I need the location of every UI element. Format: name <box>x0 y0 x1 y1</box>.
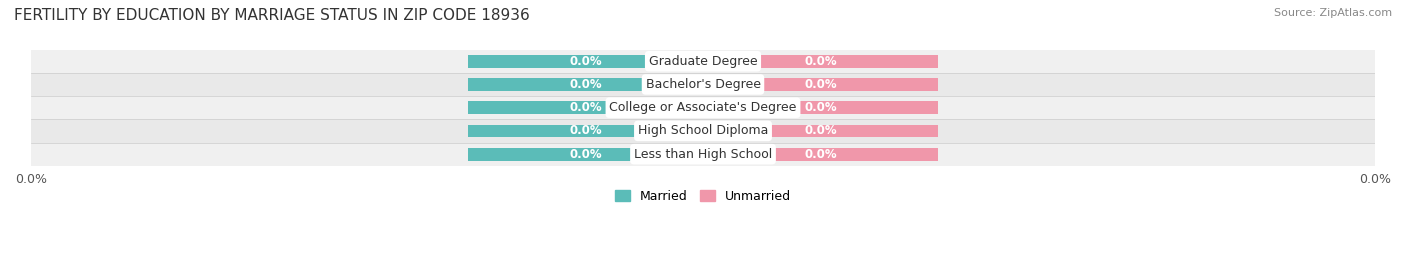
Text: Graduate Degree: Graduate Degree <box>648 55 758 68</box>
Text: 0.0%: 0.0% <box>569 148 602 161</box>
Bar <box>468 148 703 161</box>
Bar <box>468 125 703 137</box>
Bar <box>468 78 703 91</box>
Text: 0.0%: 0.0% <box>569 78 602 91</box>
Text: 0.0%: 0.0% <box>804 148 837 161</box>
Text: 0.0%: 0.0% <box>569 101 602 114</box>
Bar <box>703 101 938 114</box>
Bar <box>31 49 1375 73</box>
Bar <box>31 119 1375 143</box>
Text: 0.0%: 0.0% <box>569 125 602 137</box>
Bar <box>468 55 703 68</box>
Text: Less than High School: Less than High School <box>634 148 772 161</box>
Bar <box>31 143 1375 166</box>
Bar <box>703 55 938 68</box>
Text: 0.0%: 0.0% <box>804 125 837 137</box>
Text: 0.0%: 0.0% <box>569 55 602 68</box>
Bar <box>31 96 1375 119</box>
Bar <box>703 148 938 161</box>
Text: 0.0%: 0.0% <box>804 55 837 68</box>
Legend: Married, Unmarried: Married, Unmarried <box>610 185 796 208</box>
Text: 0.0%: 0.0% <box>804 78 837 91</box>
Bar <box>703 125 938 137</box>
Text: 0.0%: 0.0% <box>804 101 837 114</box>
Text: Bachelor's Degree: Bachelor's Degree <box>645 78 761 91</box>
Bar <box>468 101 703 114</box>
Bar <box>703 78 938 91</box>
Text: College or Associate's Degree: College or Associate's Degree <box>609 101 797 114</box>
Text: FERTILITY BY EDUCATION BY MARRIAGE STATUS IN ZIP CODE 18936: FERTILITY BY EDUCATION BY MARRIAGE STATU… <box>14 8 530 23</box>
Text: Source: ZipAtlas.com: Source: ZipAtlas.com <box>1274 8 1392 18</box>
Bar <box>31 73 1375 96</box>
Text: High School Diploma: High School Diploma <box>638 125 768 137</box>
